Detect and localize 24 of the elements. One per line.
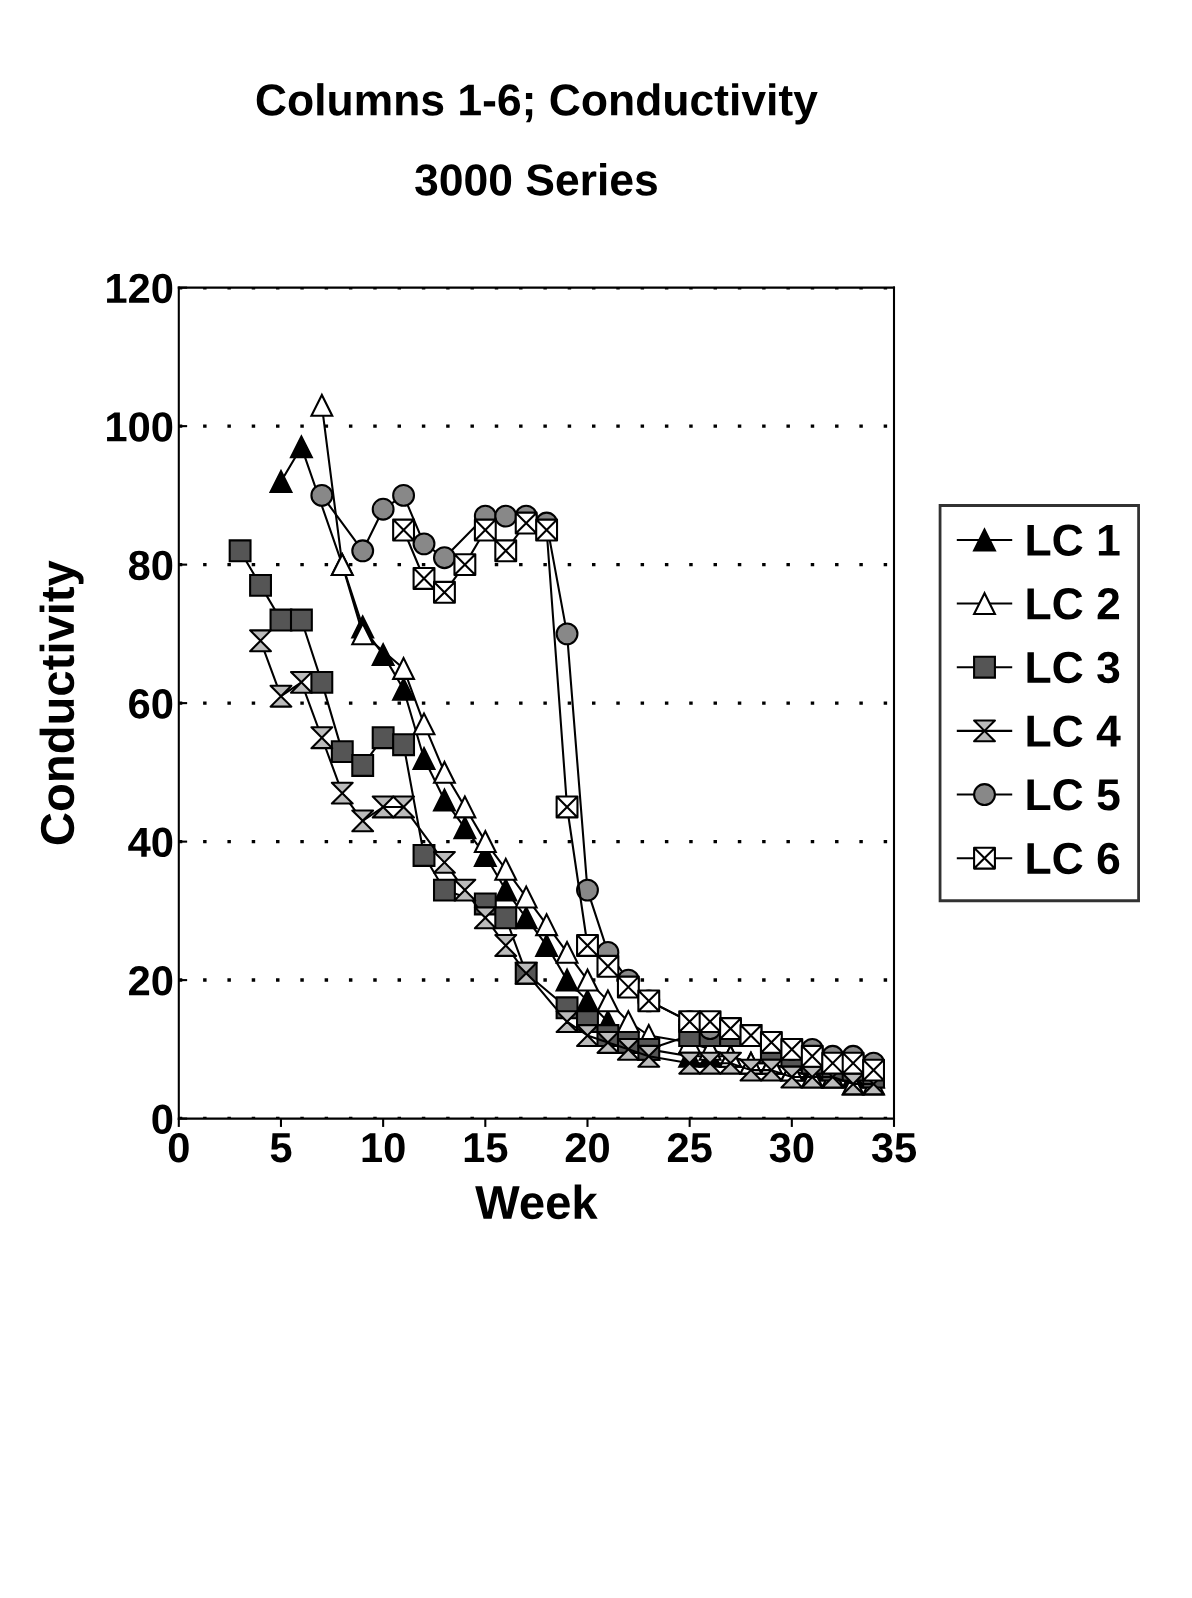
y-tick-label: 100 xyxy=(107,412,173,442)
y-tick-label: 0 xyxy=(152,1104,173,1135)
y-tick-label: 80 xyxy=(128,550,173,581)
x-tick-label: 10 xyxy=(362,1132,405,1163)
chart-title: Columns 1-6; Conductivity xyxy=(256,83,818,125)
x-tick-label: 15 xyxy=(464,1133,508,1163)
x-tick-label: 30 xyxy=(769,1132,814,1163)
legend-label: LC 3 xyxy=(1027,651,1120,684)
y-axis-title: Conductivity xyxy=(39,560,84,845)
legend-label: LC 1 xyxy=(1027,524,1120,556)
y-tick-label: 40 xyxy=(128,827,173,858)
x-axis-title: Week xyxy=(475,1184,598,1220)
legend-label: LC 5 xyxy=(1027,779,1120,811)
chart-subtitle: 3000 Series xyxy=(415,163,657,196)
y-tick-label: 20 xyxy=(129,966,173,996)
x-tick-label: 35 xyxy=(871,1132,917,1163)
legend-label: LC 2 xyxy=(1027,588,1120,620)
x-tick-label: 20 xyxy=(565,1132,609,1163)
y-tick-label: 120 xyxy=(107,273,173,304)
y-tick-label: 60 xyxy=(129,689,173,719)
x-tick-label: 25 xyxy=(667,1132,712,1163)
legend-label: LC 4 xyxy=(1027,715,1121,747)
legend-label: LC 6 xyxy=(1027,842,1120,875)
x-tick-label: 5 xyxy=(270,1133,292,1163)
